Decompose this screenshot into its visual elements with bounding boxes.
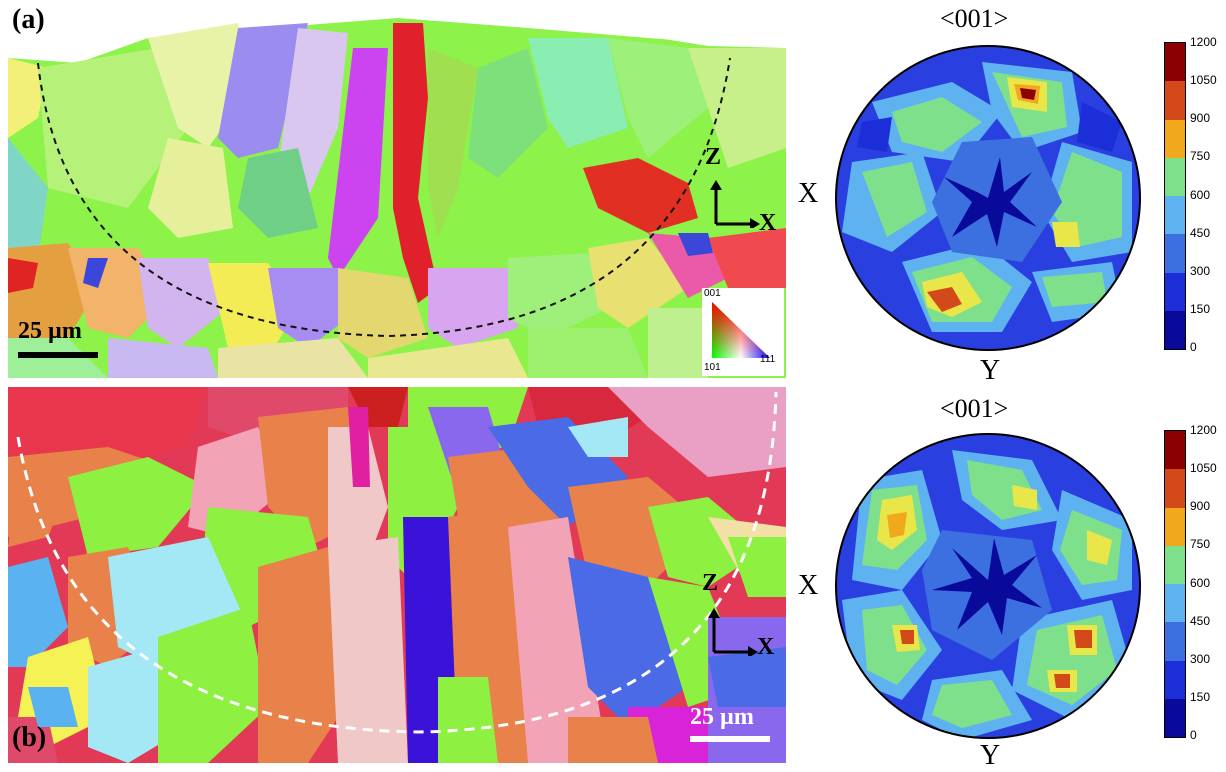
colorbar-b-tick: 1050 [1190,461,1217,475]
panel-a-label: (a) [12,4,45,35]
colorbar-b-tick: 600 [1190,576,1211,590]
colorbar-b-swatch [1165,622,1185,661]
pole-figure-a-title: <001> [940,4,1009,33]
pole-figure-a-y-label: Y [980,355,1001,386]
ebsd-map-a-graphic [8,8,786,378]
ipf-color-key: 001 101 111 [702,288,784,376]
colorbar-b [1164,430,1186,738]
ebsd-map-b-graphic [8,387,786,763]
scale-bar-b [690,736,770,742]
colorbar-a-tick: 300 [1190,264,1211,278]
colorbar-b-tick: 1200 [1190,423,1217,437]
colorbar-a-tick: 0 [1190,340,1197,354]
pole-figure-a-x-label: X [798,178,819,209]
ipf-triangle [712,302,770,358]
coord-a-arrows [710,180,760,228]
colorbar-b-tick: 150 [1190,690,1211,704]
scale-bar-b-text: 25 µm [690,704,754,730]
colorbar-a-swatch [1165,157,1185,196]
colorbar-b-swatch [1165,431,1185,470]
colorbar-b-tick: 750 [1190,537,1211,551]
colorbar-a-swatch [1165,119,1185,158]
colorbar-b-tick: 0 [1190,728,1197,742]
colorbar-a-swatch [1165,81,1185,120]
ipf-key-111: 111 [760,354,776,365]
colorbar-b-swatch [1165,698,1185,737]
colorbar-b-swatch [1165,660,1185,699]
colorbar-b-swatch [1165,507,1185,546]
colorbar-b-swatch [1165,469,1185,508]
colorbar-a-swatch [1165,310,1185,349]
colorbar-a-swatch [1165,234,1185,273]
scale-bar-a-text: 25 µm [18,318,82,344]
ebsd-map-a [8,8,786,378]
colorbar-b-tick: 300 [1190,652,1211,666]
coord-a-x-label: X [759,210,777,236]
scale-bar-a [18,352,98,358]
colorbar-a-tick: 600 [1190,188,1211,202]
panel-b-label: (b) [12,722,47,753]
colorbar-a-swatch [1165,196,1185,235]
colorbar-a-swatch [1165,43,1185,82]
colorbar-a-tick: 900 [1190,111,1211,125]
colorbar-a [1164,42,1186,350]
pole-figure-b-x-label: X [798,570,819,601]
colorbar-a-tick: 450 [1190,226,1211,240]
pole-figure-b [835,433,1141,739]
pole-figure-b-title: <001> [940,394,1009,423]
colorbar-a-swatch [1165,272,1185,311]
colorbar-a-tick: 1050 [1190,73,1217,87]
ebsd-map-b [8,387,786,763]
colorbar-b-tick: 450 [1190,614,1211,628]
coord-b-z-label: Z [702,570,719,596]
colorbar-a-tick: 750 [1190,149,1211,163]
colorbar-b-tick: 900 [1190,499,1211,513]
colorbar-b-swatch [1165,545,1185,584]
coord-b-arrows [708,608,758,656]
ipf-key-101: 101 [704,362,721,373]
coord-b-x-label: X [757,634,775,660]
pole-figure-b-y-label: Y [980,740,1001,771]
pole-figure-a [835,45,1141,351]
colorbar-b-swatch [1165,584,1185,623]
coord-a-z-label: Z [705,144,722,170]
ipf-key-001: 001 [704,288,721,299]
colorbar-a-tick: 1200 [1190,35,1217,49]
colorbar-a-tick: 150 [1190,302,1211,316]
